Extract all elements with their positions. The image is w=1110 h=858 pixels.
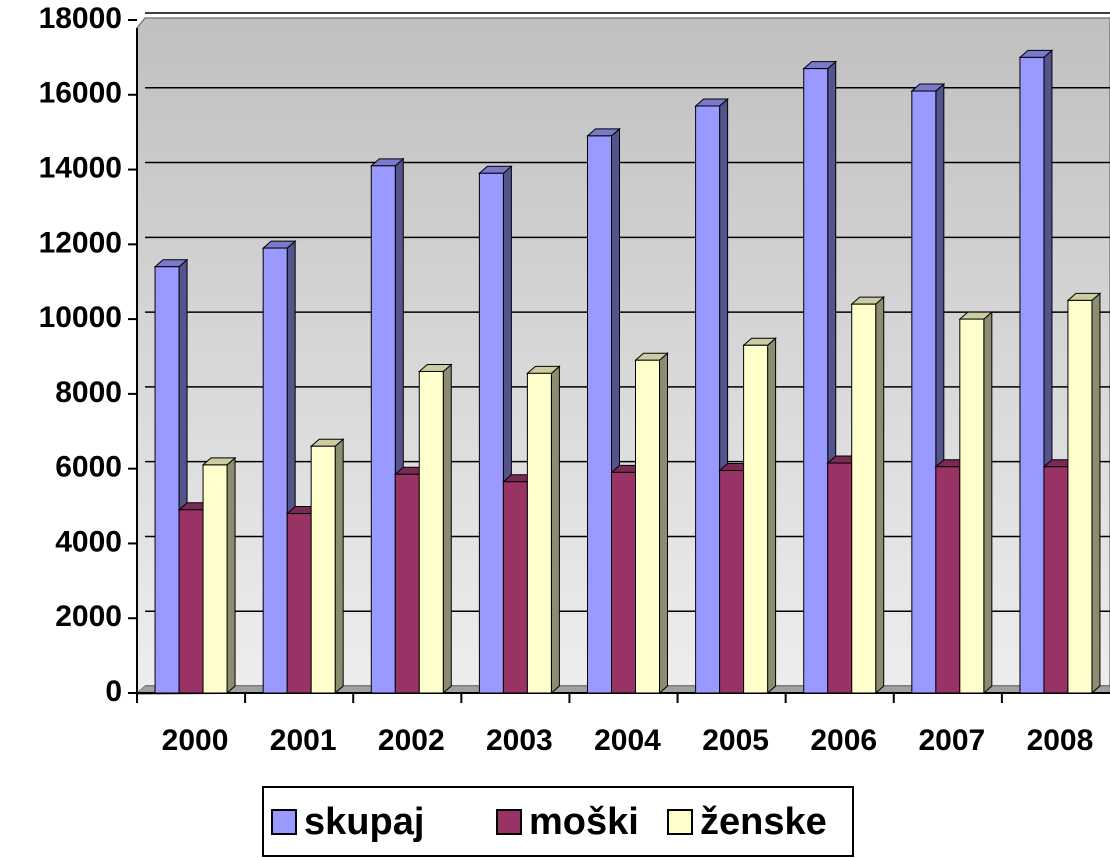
bar-side xyxy=(442,363,452,695)
bar xyxy=(827,462,853,694)
x-tick-label: 2002 xyxy=(378,724,445,757)
bar xyxy=(935,466,961,694)
bar xyxy=(743,344,769,694)
x-tick-label: 2008 xyxy=(1027,724,1094,757)
legend-label: ženske xyxy=(700,801,827,843)
y-tick-label: 16000 xyxy=(39,77,122,110)
bar-side xyxy=(875,296,885,695)
bar-side xyxy=(1091,292,1101,695)
y-tick-label: 6000 xyxy=(55,451,122,484)
bar xyxy=(502,481,528,694)
bar xyxy=(1067,299,1093,694)
bar xyxy=(394,473,420,694)
bar xyxy=(1043,466,1069,694)
bar xyxy=(851,303,877,694)
bar-side xyxy=(983,311,993,695)
bar xyxy=(478,172,504,694)
bar xyxy=(635,359,660,694)
bar xyxy=(911,90,937,694)
y-tick-label: 10000 xyxy=(39,301,122,334)
y-tick-label: 18000 xyxy=(39,2,122,35)
bar xyxy=(526,372,552,694)
legend-swatch xyxy=(667,809,693,835)
bar xyxy=(370,165,396,694)
x-tick-label: 2004 xyxy=(594,724,661,757)
bar xyxy=(959,318,985,694)
bar-side xyxy=(226,456,236,695)
bar xyxy=(310,445,336,694)
bar-side xyxy=(767,337,777,695)
bar-side xyxy=(334,438,344,695)
x-tick-label: 2001 xyxy=(270,724,337,757)
y-tick-label: 12000 xyxy=(39,226,122,259)
bar xyxy=(262,247,288,694)
legend-label: skupaj xyxy=(304,801,424,843)
bar xyxy=(202,464,228,694)
y-tick-label: 14000 xyxy=(39,151,122,184)
bar xyxy=(1019,56,1045,694)
x-tick-label: 2005 xyxy=(702,724,769,757)
bar xyxy=(803,68,829,694)
bar-side xyxy=(659,352,668,695)
bar xyxy=(418,370,444,694)
y-tick-label: 8000 xyxy=(55,376,122,409)
bar xyxy=(611,471,636,694)
bar xyxy=(286,513,312,694)
legend-label: moški xyxy=(529,801,639,843)
x-tick-label: 2003 xyxy=(486,724,553,757)
x-tick-label: 2006 xyxy=(810,724,877,757)
x-tick-label: 2007 xyxy=(918,724,985,757)
x-tick-label: 2000 xyxy=(162,724,229,757)
legend-swatch xyxy=(271,809,297,835)
bar xyxy=(587,135,612,694)
bar xyxy=(719,470,745,694)
bar xyxy=(695,105,721,694)
legend-swatch xyxy=(496,809,522,835)
bar xyxy=(154,266,180,694)
y-tick-label: 4000 xyxy=(55,525,122,558)
y-tick-label: 2000 xyxy=(55,600,122,633)
legend-box xyxy=(262,786,854,857)
y-tick-label: 0 xyxy=(105,675,122,708)
bar-side xyxy=(550,365,560,695)
bar xyxy=(178,509,204,694)
